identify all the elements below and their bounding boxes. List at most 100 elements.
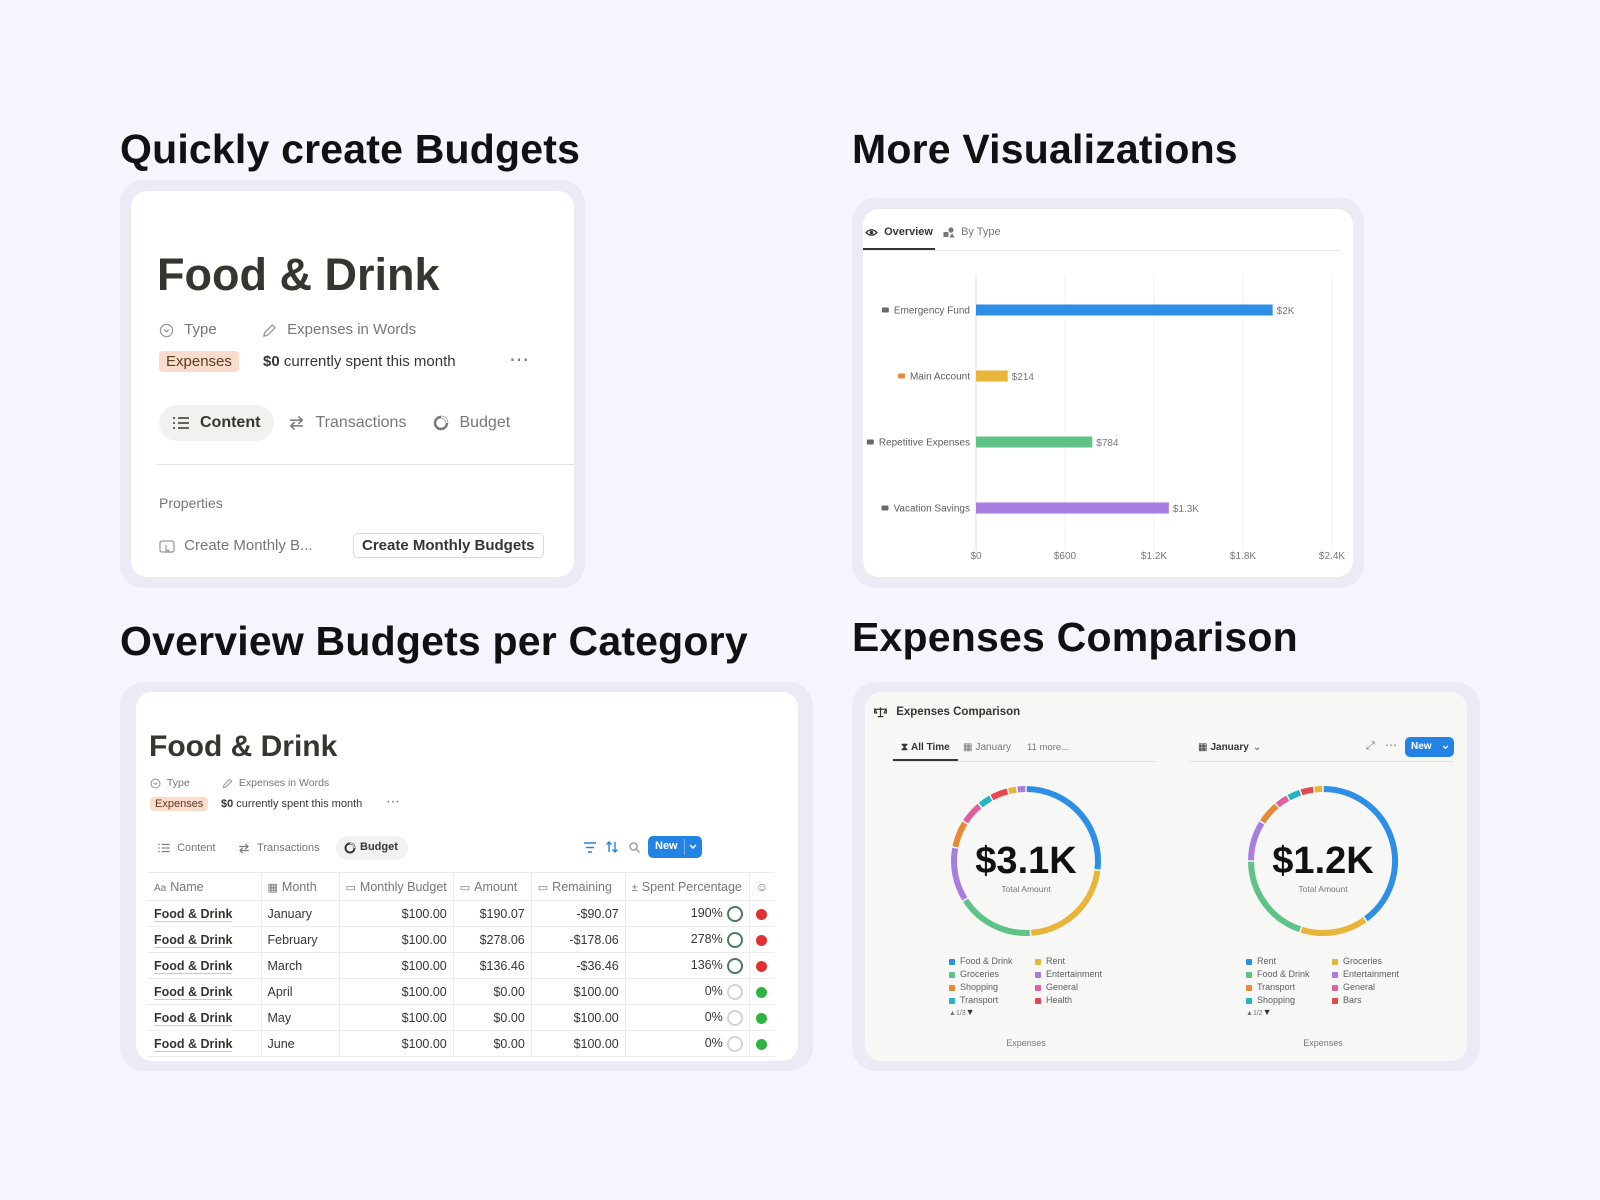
tab-by-type[interactable]: By Type [943, 226, 1001, 238]
db-new-button[interactable]: New [648, 836, 702, 858]
db-tab-content[interactable]: Content [158, 842, 216, 854]
bar-value-label: $214 [1012, 372, 1035, 383]
ellipsis-icon[interactable]: ⋯ [1385, 738, 1397, 752]
name-cell[interactable]: Food & Drink [148, 900, 262, 927]
col-status[interactable]: ☺ [749, 872, 775, 901]
legend-item[interactable]: General [1035, 982, 1078, 992]
spent-percentage-cell-text: 0% [704, 1035, 723, 1050]
table-row[interactable]: Food & Drink March $100.00 $136.46 -$36.46 13… [148, 952, 775, 979]
legend-item[interactable]: General [1332, 982, 1375, 992]
donut-segment[interactable] [1026, 786, 1101, 870]
donut-segment[interactable] [1260, 803, 1279, 824]
name-cell[interactable]: Food & Drink [148, 926, 262, 953]
legend-item[interactable]: Groceries [949, 969, 999, 979]
legend-item[interactable]: Shopping [949, 982, 998, 992]
pager-up-icon[interactable]: ▲ [1246, 1010, 1253, 1017]
name-cell[interactable]: Food & Drink [148, 1030, 262, 1057]
legend-item[interactable]: Transport [949, 995, 998, 1005]
table-row[interactable]: Food & Drink June $100.00 $0.00 $100.00 0% [148, 1030, 775, 1057]
chevron-down-icon[interactable] [1442, 745, 1449, 750]
rollup-icon: ▭ [459, 881, 471, 894]
col-spent-percentage[interactable]: ± Spent Percentage [625, 872, 750, 901]
legend-item[interactable]: Health [1035, 995, 1072, 1005]
name-cell[interactable]: Food & Drink [148, 1004, 262, 1031]
donut-segment[interactable] [963, 803, 982, 824]
spent-percentage-cell: 278% [625, 926, 750, 953]
col-amount[interactable]: ▭ Amount [453, 872, 532, 901]
donut-segment[interactable] [1275, 795, 1290, 808]
amount-cell-text: $0.00 [493, 1036, 525, 1051]
right-view-select[interactable]: ▦ January ⌄ [1198, 742, 1261, 753]
db-type-tag[interactable]: Expenses [150, 797, 209, 811]
legend-item[interactable]: Rent [1035, 956, 1065, 966]
scale-icon [874, 707, 887, 718]
tab-budget[interactable]: Budget [433, 414, 510, 432]
create-monthly-budgets-button[interactable]: Create Monthly Budgets [353, 533, 544, 558]
bar[interactable] [976, 436, 1093, 448]
legend-item[interactable]: Entertainment [1035, 969, 1102, 979]
legend-pager-all-time[interactable]: ▲1/3▼ [949, 1007, 975, 1017]
tab-january-left[interactable]: ▦ January [963, 742, 1011, 753]
table-row[interactable]: Food & Drink February $100.00 $278.06 -$178.… [148, 926, 775, 953]
db-more-button[interactable]: ⋯ [386, 793, 400, 809]
sort-icon[interactable] [606, 841, 618, 853]
legend-item[interactable]: Rent [1246, 956, 1276, 966]
donut-segment[interactable] [978, 795, 993, 808]
progress-ring [726, 931, 743, 948]
db-tab-transactions[interactable]: Transactions [238, 842, 320, 854]
donut-segment[interactable] [990, 788, 1009, 801]
tab-all-time[interactable]: ⧗ All Time [901, 742, 950, 753]
more-button[interactable]: ⋯ [509, 349, 529, 371]
bar[interactable] [976, 370, 1008, 382]
filter-icon[interactable] [584, 842, 596, 853]
legend-item[interactable]: Transport [1246, 982, 1295, 992]
comparison-new-button[interactable]: New [1405, 737, 1454, 757]
legend-item[interactable]: Food & Drink [1246, 969, 1310, 979]
bar[interactable] [976, 304, 1273, 316]
type-tag[interactable]: Expenses [159, 351, 239, 372]
legend-item[interactable]: Bars [1332, 995, 1362, 1005]
donut-segment[interactable] [1248, 821, 1265, 861]
name-cell[interactable]: Food & Drink [148, 978, 262, 1005]
donut-segment[interactable] [1323, 786, 1398, 922]
col-name[interactable]: Aa Name [148, 872, 262, 901]
category-label: Main Account [910, 372, 970, 383]
col-remaining[interactable]: ▭ Remaining [531, 872, 626, 901]
chevron-down-icon[interactable] [689, 844, 697, 850]
legend-item[interactable]: Entertainment [1332, 969, 1399, 979]
legend-item[interactable]: Food & Drink [949, 956, 1013, 966]
legend-item[interactable]: Shopping [1246, 995, 1295, 1005]
tab-transactions[interactable]: Transactions [288, 414, 406, 432]
pager-down-icon[interactable]: ▼ [965, 1007, 975, 1017]
donut-segment[interactable] [963, 898, 1030, 936]
table-row[interactable]: Food & Drink April $100.00 $0.00 $100.00 0% [148, 978, 775, 1005]
col-monthly-budget[interactable]: ▭ Monthly Budget [339, 872, 454, 901]
legend-swatch [1332, 984, 1338, 991]
db-tab-budget[interactable]: Budget [336, 836, 408, 860]
expand-icon[interactable]: ⤢ [1366, 740, 1375, 752]
pager-down-icon[interactable]: ▼ [1262, 1007, 1272, 1017]
pager-up-icon[interactable]: ▲ [949, 1010, 956, 1017]
donut-segment[interactable] [951, 847, 968, 901]
col-month[interactable]: ▦ Month [261, 872, 340, 901]
donut-segment[interactable] [1248, 861, 1302, 933]
legend-label: Groceries [960, 969, 1000, 979]
tab-content[interactable]: Content [159, 405, 274, 441]
donut-segment[interactable] [1300, 917, 1367, 936]
donut-segment[interactable] [1008, 786, 1017, 794]
tab-overview[interactable]: Overview [865, 226, 933, 238]
donut-segment[interactable] [1031, 870, 1101, 936]
db-new-button-label: New [655, 840, 678, 852]
donut-segment[interactable] [1287, 789, 1302, 801]
legend-pager-january[interactable]: ▲1/2▼ [1246, 1007, 1272, 1017]
donut-segment[interactable] [952, 821, 968, 848]
table-row[interactable]: Food & Drink January $100.00 $190.07 -$90.07… [148, 900, 775, 927]
tab-more[interactable]: 11 more... [1027, 742, 1070, 753]
name-cell[interactable]: Food & Drink [148, 952, 262, 979]
table-row[interactable]: Food & Drink May $100.00 $0.00 $100.00 0% [148, 1004, 775, 1031]
search-icon[interactable] [629, 842, 640, 853]
donut-segment[interactable] [1300, 786, 1314, 796]
month-cell-text: March [267, 958, 303, 973]
legend-item[interactable]: Groceries [1332, 956, 1382, 966]
bar[interactable] [976, 502, 1169, 514]
